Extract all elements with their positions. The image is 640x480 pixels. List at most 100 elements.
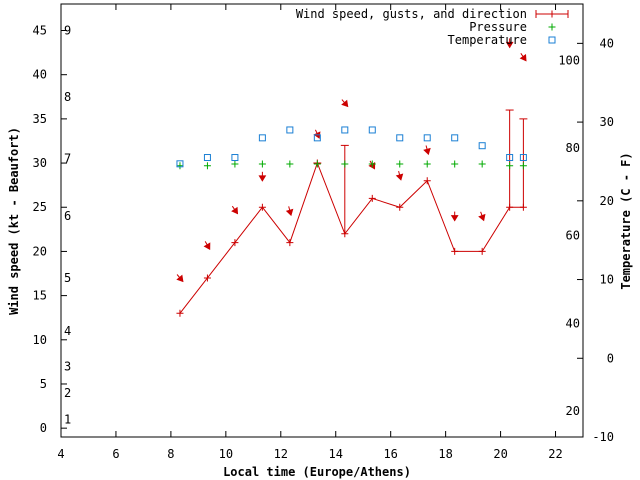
x-tick-label: 14: [329, 447, 343, 461]
wind-arrow-head: [423, 147, 431, 156]
pressure-point: [286, 160, 294, 168]
beaufort-label: 6: [64, 209, 71, 223]
wind-speed-line: [179, 161, 524, 314]
pressure-point: [368, 160, 376, 168]
wind-speed-point: [176, 309, 184, 317]
wind-arrow-head: [505, 41, 514, 49]
pressure-point: [176, 162, 184, 170]
y-left-tick-label: 35: [33, 112, 47, 126]
y-left-tick-label: 10: [33, 333, 47, 347]
pressure-point: [506, 162, 514, 170]
temperature-point: [313, 134, 321, 142]
legend-label-temperature: Temperature: [448, 33, 527, 47]
temperature-point: [423, 134, 431, 142]
wind-direction-arrow: [313, 129, 321, 139]
wind-arrow-head: [519, 53, 527, 62]
y-right-tick-label: 30: [600, 115, 614, 129]
y-left-tick-label: 40: [33, 68, 47, 82]
wind-speed-point: [286, 239, 294, 247]
temperature-point: [341, 126, 349, 134]
y-left-tick-label: 20: [33, 244, 47, 258]
y-right-tick-label: 0: [607, 351, 614, 365]
wind-direction-arrow: [203, 241, 211, 250]
y-right-tick-label: 10: [600, 273, 614, 287]
temperature-point: [231, 154, 239, 162]
pressure-point: [341, 160, 349, 168]
pressure-point: [203, 162, 211, 170]
y-left-tick-label: 15: [33, 289, 47, 303]
pressure-point: [451, 160, 459, 168]
x-axis-title: Local time (Europe/Athens): [223, 465, 411, 479]
y-right-tick-label: 20: [600, 194, 614, 208]
wind-speed-point: [368, 194, 376, 202]
y-left-tick-label: 25: [33, 200, 47, 214]
wind-direction-arrow: [519, 53, 527, 62]
wind-speed-point: [231, 239, 239, 247]
pressure-point: [519, 162, 527, 170]
wind-direction-arrow: [176, 274, 184, 283]
wind-direction-arrow: [231, 205, 239, 215]
beaufort-label: 3: [64, 359, 71, 373]
temperature-point: [286, 126, 294, 134]
wind-speed-point: [519, 203, 527, 211]
legend-key-wind-caps: [535, 10, 569, 18]
y-right-tick-label: 40: [600, 36, 614, 50]
fahrenheit-label: 100: [558, 54, 580, 68]
fahrenheit-label: 20: [566, 404, 580, 418]
x-tick-label: 20: [493, 447, 507, 461]
wind-speed-point: [423, 177, 431, 185]
y-left-tick-label: 0: [40, 421, 47, 435]
wind-speed-point: [478, 247, 486, 255]
x-tick-label: 16: [383, 447, 397, 461]
temperature-point: [519, 154, 527, 162]
x-tick-label: 4: [57, 447, 64, 461]
beaufort-label: 8: [64, 90, 71, 104]
wind-speed-point: [203, 274, 211, 282]
wind-direction-arrow: [395, 170, 404, 181]
legend-key-pressure: [548, 23, 556, 31]
beaufort-label: 2: [64, 386, 71, 400]
pressure-point: [313, 160, 321, 168]
pressure-point: [231, 160, 239, 168]
legend-label-wind: Wind speed, gusts, and direction: [296, 7, 527, 21]
y-left-tick-label: 30: [33, 156, 47, 170]
wind-direction-arrow: [258, 171, 267, 182]
fahrenheit-label: 60: [566, 228, 580, 242]
pressure-point: [423, 160, 431, 168]
beaufort-label: 9: [64, 24, 71, 38]
pressure-point: [478, 160, 486, 168]
beaufort-label: 7: [64, 152, 71, 166]
wind-arrow-head: [231, 206, 239, 215]
legend-key-temperature: [548, 36, 556, 44]
wind-direction-arrow: [423, 145, 431, 156]
x-tick-label: 6: [112, 447, 119, 461]
y-left-tick-label: 5: [40, 377, 47, 391]
beaufort-label: 5: [64, 271, 71, 285]
wind-direction-arrow: [341, 99, 349, 108]
wind-arrow-head: [258, 175, 267, 182]
wind-direction-arrow: [505, 38, 514, 49]
wind-arrow-head: [478, 213, 486, 222]
temperature-point: [506, 154, 514, 162]
beaufort-label: 4: [64, 324, 71, 338]
legend: Wind speed, gusts, and direction Pressur…: [296, 7, 569, 47]
wind-arrow-head: [395, 173, 404, 181]
temperature-point: [203, 154, 211, 162]
y-axis-left-title: Wind speed (kt - Beaufort): [7, 127, 21, 315]
wind-speed-point: [506, 203, 514, 211]
wind-arrow-head: [176, 274, 184, 283]
temperature-point: [451, 134, 459, 142]
pressure-point: [396, 160, 404, 168]
axis-tick-labels: 4 6 8 10 12 14 16 18 20 2205101520253035404512345…: [33, 24, 614, 461]
y-right-tick-label: -10: [592, 430, 614, 444]
temperature-point: [478, 142, 486, 150]
x-tick-label: 10: [219, 447, 233, 461]
plot-frame: [60, 3, 584, 438]
wind-direction-arrow: [478, 211, 486, 222]
fahrenheit-label: 40: [566, 317, 580, 331]
x-tick-label: 8: [167, 447, 174, 461]
axis-ticks: [60, 4, 583, 438]
legend-label-pressure: Pressure: [469, 20, 527, 34]
temperature-point: [176, 160, 184, 168]
